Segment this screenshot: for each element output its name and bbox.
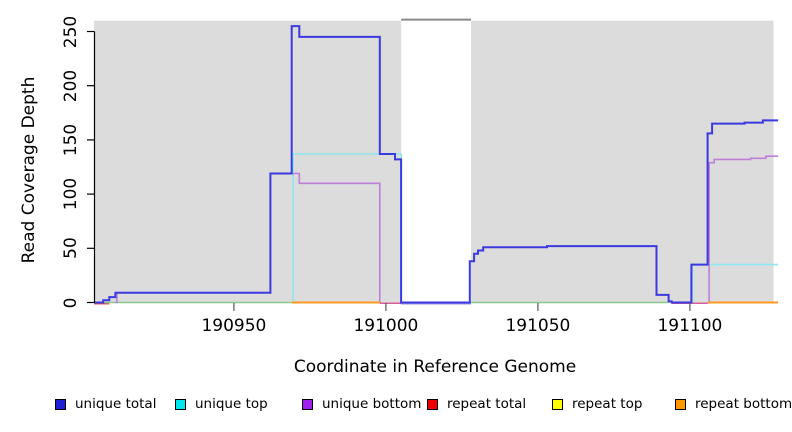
legend-swatch-icon [675,398,686,410]
legend-item-repeat-top: repeat top [552,396,642,412]
y-axis-title: Read Coverage Depth [19,76,39,264]
y-tick-label: 0 [61,297,81,308]
legend-label: unique total [75,396,157,412]
legend-label: unique bottom [322,396,422,412]
legend-label: repeat bottom [695,396,792,412]
legend-item-unique-top: unique top [175,396,268,412]
legend-swatch-icon [175,398,186,410]
y-tick-label: 100 [61,177,81,211]
legend-item-repeat-total: repeat total [427,396,526,412]
legend: unique total unique top unique bottom repea… [0,396,792,422]
series-unique-total [94,25,779,304]
legend-swatch-icon [302,398,313,410]
legend-label: repeat total [447,396,527,412]
x-tick-label: 191000 [353,316,419,336]
x-tick-label: 191100 [657,316,723,336]
legend-swatch-icon [427,398,438,410]
y-tick-label: 250 [61,15,81,48]
legend-label: unique top [195,396,268,412]
legend-swatch-icon [552,398,563,410]
y-tick-label: 50 [61,237,81,260]
series-unique-bottom [708,155,779,304]
x-tick-label: 191050 [505,316,571,336]
x-axis-title: Coordinate in Reference Genome [293,357,577,377]
y-tick-label: 150 [61,123,81,157]
legend-label: repeat top [572,396,643,412]
repeat-region-shading [94,20,402,303]
legend-swatch-icon [55,398,66,410]
legend-item-unique-bottom: unique bottom [302,396,421,412]
y-tick-label: 200 [61,69,81,102]
legend-item-unique-total: unique total [55,396,156,412]
x-tick-label: 190950 [201,316,267,336]
repeat-region-shading [471,20,774,303]
legend-item-repeat-bottom: repeat bottom [675,396,792,412]
